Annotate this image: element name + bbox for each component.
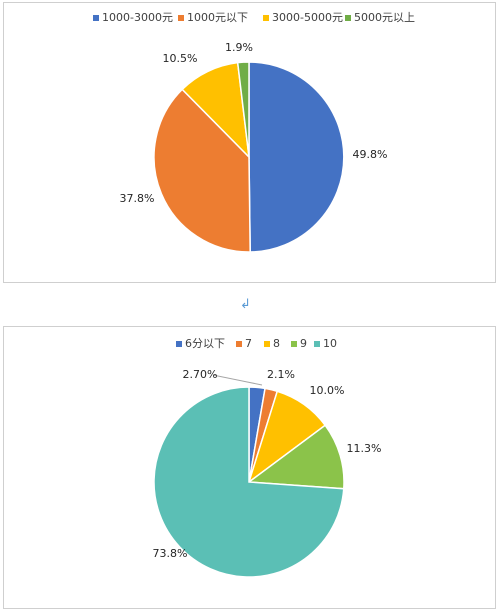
legend-swatch — [236, 341, 242, 347]
legend-swatch — [263, 15, 269, 21]
legend-swatch — [264, 341, 270, 347]
legend-swatch — [178, 15, 184, 21]
data-label: 49.8% — [353, 148, 388, 161]
legend-swatch — [93, 15, 99, 21]
leader-line — [212, 374, 263, 386]
legend-swatch — [291, 341, 297, 347]
data-label: 73.8% — [153, 547, 188, 560]
pie-chart-1: 1000-3000元 1000元以下 3000-5000元 5000元以上 49.8% 3… — [93, 11, 415, 253]
legend-entry: 5000元以上 — [354, 11, 415, 24]
data-label: 2.70% — [183, 368, 218, 381]
legend-entry: 7 — [245, 337, 252, 350]
data-label: 37.8% — [120, 192, 155, 205]
data-label: 10.0% — [310, 384, 345, 397]
legend-entry: 6分以下 — [185, 337, 225, 350]
legend-entry: 1000-3000元 — [102, 11, 173, 24]
data-label: 11.3% — [347, 442, 382, 455]
pie-slice — [236, 61, 250, 158]
legend-swatch — [314, 341, 320, 347]
data-label: 1.9% — [225, 41, 253, 54]
legend-swatch — [176, 341, 182, 347]
legend-entry: 10 — [323, 337, 337, 350]
legend-swatch — [345, 15, 351, 21]
pie-slice — [153, 88, 251, 253]
legend-entry: 8 — [273, 337, 280, 350]
legend-entry: 9 — [300, 337, 307, 350]
pie-slice — [246, 424, 345, 490]
paragraph-mark: ↲ — [240, 297, 251, 312]
data-label: 2.1% — [267, 368, 295, 381]
pie-slice — [248, 61, 345, 253]
pie-chart-2: 6分以下 7 8 9 10 2.70% 2.1% 10.0% 11.3% 73.8% — [153, 337, 382, 578]
data-label: 10.5% — [163, 52, 198, 65]
legend-entry: 3000-5000元 — [272, 11, 343, 24]
pie-slice — [153, 386, 345, 578]
legend-entry: 1000元以下 — [187, 11, 248, 24]
